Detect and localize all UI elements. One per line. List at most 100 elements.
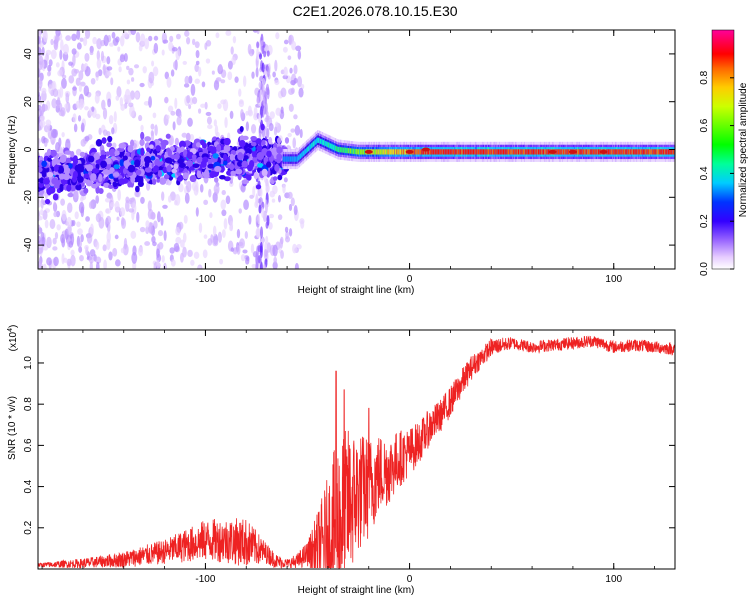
spectrogram-ridge-cell bbox=[643, 149, 645, 155]
spectrogram-ridge-cell bbox=[654, 149, 656, 155]
spectrogram-ridge-cell bbox=[644, 149, 646, 155]
spectrogram-band-blob bbox=[152, 178, 157, 185]
spectrogram-ridge-cell bbox=[362, 149, 363, 155]
spectrogram-noise-blob bbox=[268, 122, 274, 132]
spectrogram-noise-blob bbox=[105, 208, 110, 214]
spectrogram-ridge-cell bbox=[336, 146, 338, 152]
spectrogram-noise-blob bbox=[161, 49, 165, 56]
spectrogram-noise-blob bbox=[75, 77, 81, 87]
spectrogram-ridge-cell bbox=[614, 149, 616, 155]
spectrogram-noise-blob bbox=[61, 253, 65, 265]
spectrogram-ridge-cell bbox=[647, 149, 649, 155]
spectrogram-noise-blob bbox=[51, 98, 58, 109]
spectrogram-ridge-cell bbox=[422, 149, 424, 155]
spectrogram-band-blob bbox=[223, 137, 231, 146]
spectrogram-noise-blob bbox=[198, 222, 203, 234]
spectrogram-noise-blob bbox=[212, 225, 217, 237]
spectrogram-noise-blob bbox=[288, 35, 292, 46]
spectrogram-ridge-cell bbox=[437, 149, 439, 155]
spectrogram-ridge-cell bbox=[389, 149, 391, 155]
spectrogram-noise-blob bbox=[186, 94, 191, 104]
spectrogram-noise-blob bbox=[266, 242, 272, 253]
spectrogram-band-blob bbox=[253, 171, 259, 180]
spectrogram-band-blob bbox=[243, 155, 249, 160]
spectrogram-ridge-cell bbox=[377, 149, 378, 155]
spectrogram-ridge-cell bbox=[307, 146, 309, 152]
spectrogram-noise-blob bbox=[106, 66, 113, 71]
spectrogram-noise-blob bbox=[266, 50, 270, 57]
spectrogram-band-blob bbox=[260, 123, 265, 131]
spectrogram-ridge-cell bbox=[306, 147, 308, 153]
spectrogram-ridge-cell bbox=[317, 137, 319, 143]
spectrogram-ridge-cell bbox=[557, 149, 559, 155]
spectrogram-noise-blob bbox=[101, 99, 106, 110]
spectrogram-band-blob bbox=[185, 132, 191, 142]
spectrogram-noise-blob bbox=[238, 88, 242, 97]
spectrogram-ridge-cell bbox=[508, 149, 510, 155]
spectrogram-noise-blob bbox=[38, 43, 44, 48]
spectrogram-band-blob bbox=[144, 167, 152, 173]
spectrogram-ridge-cell bbox=[589, 149, 591, 155]
spectrogram-band-blob bbox=[207, 163, 215, 169]
spectrogram-noise-blob bbox=[194, 63, 200, 73]
spectrogram-ridge-cell bbox=[343, 147, 345, 153]
spectrogram-ridge-cell bbox=[426, 149, 428, 155]
spectrogram-ridge-cell bbox=[320, 138, 322, 145]
spectrogram-ridge-cell bbox=[395, 149, 397, 155]
spectrogram-ridge-cell bbox=[562, 149, 564, 155]
spectrogram-ridge-cell bbox=[670, 149, 672, 155]
spectrogram-ridge-cell bbox=[352, 148, 354, 154]
spectrogram-ridge-cell bbox=[621, 149, 623, 155]
spectrogram-band-blob bbox=[112, 181, 118, 188]
spectrogram-ridge-cell bbox=[304, 149, 306, 155]
spectrogram-ridge-cell bbox=[662, 149, 664, 155]
spectrogram-noise-blob bbox=[227, 60, 233, 70]
spectrogram-ridge-cell bbox=[392, 149, 394, 155]
spectrogram-band-blob bbox=[150, 155, 156, 161]
spectrogram-ridge-cell bbox=[394, 149, 396, 155]
spectrogram-noise-blob bbox=[148, 35, 153, 42]
spectrogram-noise-blob bbox=[173, 242, 180, 253]
spectrogram-ridge-cell bbox=[577, 149, 579, 155]
spectrogram-noise-blob bbox=[128, 67, 134, 76]
spectrogram-noise-blob bbox=[292, 243, 297, 254]
spectrogram-band-blob bbox=[58, 173, 65, 180]
spectrogram-noise-blob bbox=[275, 32, 280, 40]
spectrogram-noise-blob bbox=[288, 203, 293, 212]
spectrogram-band-blob bbox=[46, 186, 53, 196]
spectrogram-noise-blob bbox=[277, 214, 283, 221]
spectrogram-ridge-cell bbox=[374, 149, 376, 155]
spectrogram-noise-blob bbox=[45, 119, 52, 127]
spectrogram-noise-blob bbox=[175, 236, 182, 245]
spectrogram-noise-blob bbox=[150, 130, 155, 143]
spectrogram-ridge-cell bbox=[318, 137, 320, 144]
spectrogram-ridge-cell bbox=[316, 138, 318, 144]
spectrogram-noise-blob bbox=[206, 116, 212, 125]
spectrogram-noise-blob bbox=[220, 99, 226, 105]
spectrogram-noise-blob bbox=[80, 234, 84, 243]
spectrogram-ridge-cell bbox=[598, 149, 600, 155]
spectrogram-ridge-cell bbox=[487, 149, 488, 155]
spectrogram-band-blob bbox=[63, 164, 69, 170]
spectrogram-ridge-cell bbox=[539, 149, 541, 155]
spectrogram-noise-blob bbox=[265, 235, 269, 245]
spectrogram-noise-blob bbox=[183, 83, 190, 88]
spectrogram-noise-blob bbox=[163, 262, 167, 269]
spectrogram-noise-blob bbox=[215, 77, 222, 82]
spectrogram-noise-blob bbox=[48, 59, 53, 67]
spectrogram-noise-blob bbox=[135, 31, 141, 43]
spectrogram-noise-blob bbox=[170, 259, 176, 267]
spectrogram-ridge-cell bbox=[349, 148, 351, 154]
spectrogram-noise-blob bbox=[280, 106, 284, 114]
spectrogram-noise-blob bbox=[84, 52, 90, 62]
spectrogram-ridge-cell bbox=[527, 149, 528, 155]
spectrogram-ridge-cell bbox=[660, 149, 662, 155]
spectrogram-ridge-cell bbox=[619, 149, 621, 155]
spectrogram-noise-blob bbox=[140, 196, 145, 204]
spectrogram-ridge-cell bbox=[509, 149, 511, 155]
spectrogram-ridge-cell bbox=[363, 149, 365, 155]
spectrogram-ridge-cell bbox=[623, 149, 625, 155]
spectrogram-noise-blob bbox=[300, 219, 305, 229]
spectrogram-noise-blob bbox=[143, 101, 150, 106]
spectrogram-ridge-cell bbox=[289, 156, 291, 162]
